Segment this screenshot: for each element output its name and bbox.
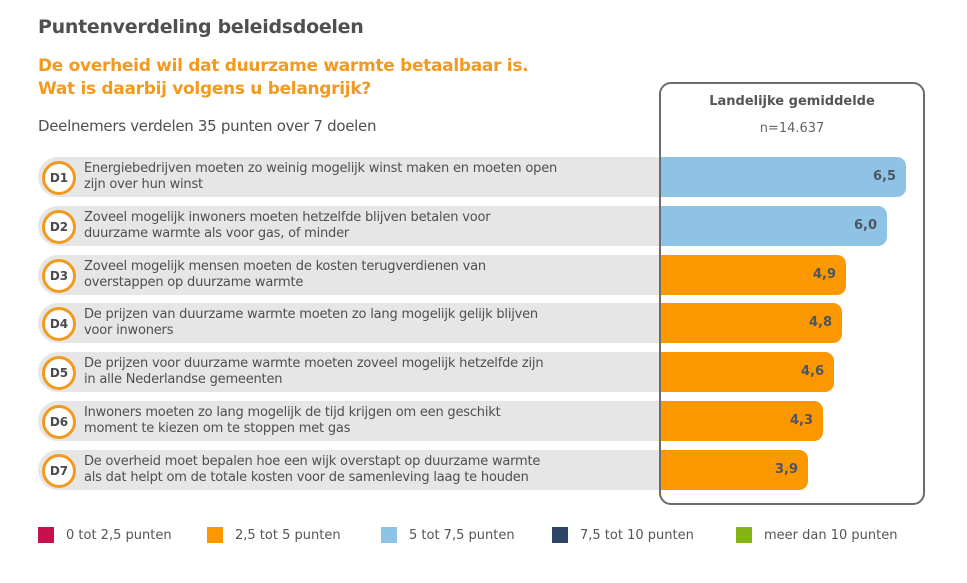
goal-description-line: moment te kiezen om te stoppen met gas xyxy=(84,421,351,436)
goal-description-line: Energiebedrijven moeten zo weinig mogeli… xyxy=(84,161,558,176)
legend-swatch xyxy=(38,527,54,543)
goal-description: De overheid moet bepalen hoe een wijk ov… xyxy=(84,454,604,486)
goal-badge: D3 xyxy=(42,259,76,293)
bar-value-label: 6,5 xyxy=(872,169,896,184)
goal-description: Inwoners moeten zo lang mogelijk de tijd… xyxy=(84,405,604,437)
legend-label: 7,5 tot 10 punten xyxy=(580,527,694,543)
goal-badge: D7 xyxy=(42,454,76,488)
legend-label: meer dan 10 punten xyxy=(764,527,898,543)
legend-label: 0 tot 2,5 punten xyxy=(66,527,172,543)
legend-label: 2,5 tot 5 punten xyxy=(235,527,341,543)
bar-value-label: 4,3 xyxy=(789,413,813,428)
goal-description-line: Zoveel mogelijk inwoners moeten hetzelfd… xyxy=(84,210,491,225)
goal-row-d7: D7 De overheid moet bepalen hoe een wijk … xyxy=(38,450,661,490)
panel-title: Landelijke gemiddelde xyxy=(709,94,875,109)
legend-item: 7,5 tot 10 punten xyxy=(552,527,694,543)
goal-badge: D2 xyxy=(42,210,76,244)
legend-item: 5 tot 7,5 punten xyxy=(381,527,515,543)
legend-swatch xyxy=(736,527,752,543)
legend-item: 2,5 tot 5 punten xyxy=(207,527,341,543)
goal-description-line: Zoveel mogelijk mensen moeten de kosten … xyxy=(84,259,486,274)
sample-size: n=14.637 xyxy=(759,121,825,136)
goal-row-d4: D4 De prijzen van duurzame warmte moeten … xyxy=(38,303,661,343)
goal-description-line: duurzame warmte als voor gas, of minder xyxy=(84,226,350,241)
goal-badge: D1 xyxy=(42,161,76,195)
bar-d2: 6,0 xyxy=(661,206,887,246)
goal-badge: D6 xyxy=(42,405,76,439)
legend: 0 tot 2,5 punten 2,5 tot 5 punten 5 tot 7,… xyxy=(0,527,967,547)
goal-description: De prijzen van duurzame warmte moeten zo… xyxy=(84,307,604,339)
bar-d3: 4,9 xyxy=(661,255,846,295)
goal-row-d2: D2 Zoveel mogelijk inwoners moeten hetzel… xyxy=(38,206,661,246)
chart-title: Puntenverdeling beleidsdoelen xyxy=(38,16,364,38)
goal-description-line: in alle Nederlandse gemeenten xyxy=(84,372,283,387)
national-average-panel: Landelijke gemiddelde n=14.637 xyxy=(659,82,925,505)
goal-description-line: als dat helpt om de totale kosten voor d… xyxy=(84,470,529,485)
goal-description: Zoveel mogelijk inwoners moeten hetzelfd… xyxy=(84,210,604,242)
bar-value-label: 4,8 xyxy=(808,315,832,330)
bar-value-label: 6,0 xyxy=(853,218,877,233)
goal-description-line: De prijzen van duurzame warmte moeten zo… xyxy=(84,307,538,322)
bar-d1: 6,5 xyxy=(661,157,906,197)
bar-value-label: 3,9 xyxy=(774,462,798,477)
goal-row-d1: D1 Energiebedrijven moeten zo weinig moge… xyxy=(38,157,661,197)
question-line-2: Wat is daarbij volgens u belangrijk? xyxy=(38,79,371,99)
subtitle: Deelnemers verdelen 35 punten over 7 doe… xyxy=(38,117,377,135)
goal-description-line: zijn over hun winst xyxy=(84,177,203,192)
goal-description: Energiebedrijven moeten zo weinig mogeli… xyxy=(84,161,604,193)
question: De overheid wil dat duurzame warmte beta… xyxy=(38,55,529,101)
goal-description-line: De prijzen voor duurzame warmte moeten z… xyxy=(84,356,544,371)
goal-description-line: Inwoners moeten zo lang mogelijk de tijd… xyxy=(84,405,501,420)
goal-row-d5: D5 De prijzen voor duurzame warmte moeten… xyxy=(38,352,661,392)
goal-description: De prijzen voor duurzame warmte moeten z… xyxy=(84,356,604,388)
legend-item: meer dan 10 punten xyxy=(736,527,897,543)
legend-swatch xyxy=(552,527,568,543)
legend-item: 0 tot 2,5 punten xyxy=(38,527,172,543)
legend-swatch xyxy=(207,527,223,543)
goal-badge: D4 xyxy=(42,307,76,341)
bar-d5: 4,6 xyxy=(661,352,834,392)
goal-description: Zoveel mogelijk mensen moeten de kosten … xyxy=(84,259,604,291)
bar-d6: 4,3 xyxy=(661,401,823,441)
bar-value-label: 4,6 xyxy=(800,364,824,379)
goal-description-line: overstappen op duurzame warmte xyxy=(84,275,304,290)
bar-d4: 4,8 xyxy=(661,303,842,343)
goal-badge: D5 xyxy=(42,356,76,390)
bar-d7: 3,9 xyxy=(661,450,808,490)
goal-row-d3: D3 Zoveel mogelijk mensen moeten de koste… xyxy=(38,255,661,295)
legend-swatch xyxy=(381,527,397,543)
goal-description-line: voor inwoners xyxy=(84,323,174,338)
goal-row-d6: D6 Inwoners moeten zo lang mogelijk de ti… xyxy=(38,401,661,441)
goal-description-line: De overheid moet bepalen hoe een wijk ov… xyxy=(84,454,541,469)
question-line-1: De overheid wil dat duurzame warmte beta… xyxy=(38,56,529,76)
bar-value-label: 4,9 xyxy=(812,267,836,282)
legend-label: 5 tot 7,5 punten xyxy=(409,527,515,543)
